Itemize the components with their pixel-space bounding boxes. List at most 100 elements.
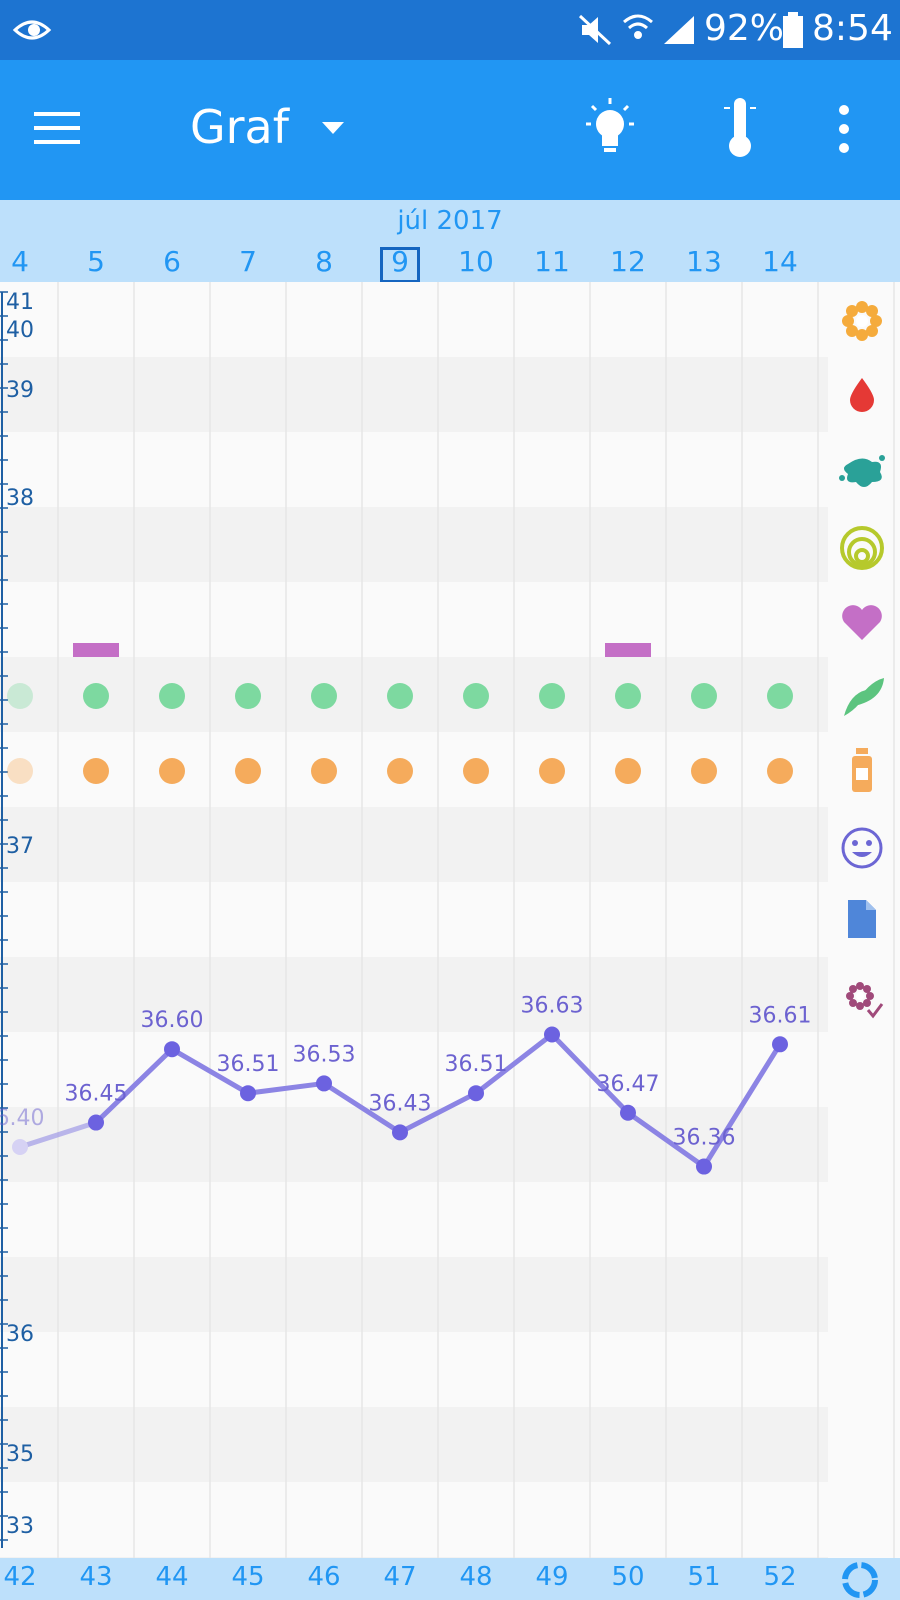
grid-band — [0, 582, 828, 657]
signal-icon — [664, 16, 694, 44]
orange-dot[interactable] — [311, 758, 337, 784]
orange-dot[interactable] — [387, 758, 413, 784]
grid-band — [0, 807, 828, 882]
grid-band — [0, 1182, 828, 1257]
leaf-icon[interactable] — [840, 674, 886, 718]
purple-bar-marker[interactable] — [73, 643, 119, 657]
sync-icon[interactable] — [840, 1560, 880, 1600]
drop-icon[interactable] — [848, 376, 876, 412]
month-label: júl 2017 — [397, 206, 503, 236]
temperature-point[interactable] — [392, 1124, 408, 1141]
flower-check-icon[interactable] — [844, 980, 884, 1020]
orange-dot[interactable] — [691, 758, 717, 784]
green-dot[interactable] — [387, 683, 413, 709]
splash-icon[interactable] — [838, 452, 886, 492]
today-marker — [380, 247, 420, 283]
temperature-value-label: 36.45 — [65, 1082, 128, 1107]
temperature-line-segment — [625, 1110, 707, 1170]
more-icon[interactable] — [834, 104, 854, 154]
orange-dot[interactable] — [7, 758, 33, 784]
thermometer-icon[interactable] — [718, 96, 762, 160]
green-dot[interactable] — [83, 683, 109, 709]
rings-icon[interactable] — [838, 524, 886, 572]
document-icon[interactable] — [846, 898, 878, 940]
day-label-12[interactable]: 12 — [610, 245, 646, 278]
grid-band — [0, 1107, 828, 1182]
green-dot[interactable] — [7, 683, 33, 709]
day-label-8[interactable]: 8 — [315, 245, 333, 278]
dropdown-arrow-icon[interactable] — [320, 120, 346, 136]
week-label-52: 52 — [763, 1562, 797, 1592]
day-label-13[interactable]: 13 — [686, 245, 722, 278]
temperature-value-label: 36.61 — [749, 1003, 812, 1028]
temperature-point[interactable] — [316, 1075, 332, 1092]
orange-dot[interactable] — [83, 758, 109, 784]
smiley-icon[interactable] — [840, 826, 884, 870]
day-label-11[interactable]: 11 — [534, 245, 570, 278]
week-label-48: 48 — [459, 1562, 493, 1592]
green-dot[interactable] — [767, 683, 793, 709]
date-header — [0, 200, 900, 282]
orange-dot[interactable] — [463, 758, 489, 784]
menu-icon[interactable] — [32, 108, 82, 148]
heart-icon[interactable] — [840, 602, 884, 642]
green-dot[interactable] — [159, 683, 185, 709]
bulb-icon[interactable] — [582, 96, 638, 160]
day-label-4[interactable]: 4 — [11, 245, 29, 278]
day-label-6[interactable]: 6 — [163, 245, 181, 278]
battery-percent: 92% — [704, 8, 785, 49]
temperature-point[interactable] — [88, 1114, 104, 1131]
temperature-point[interactable] — [468, 1085, 484, 1102]
green-dot[interactable] — [235, 683, 261, 709]
week-label-49: 49 — [535, 1562, 569, 1592]
y-label-41: 41 — [6, 290, 34, 315]
grid-band — [0, 882, 828, 957]
week-label-43: 43 — [79, 1562, 113, 1592]
y-label-37: 37 — [6, 834, 34, 859]
temperature-point[interactable] — [696, 1158, 712, 1175]
green-dot[interactable] — [463, 683, 489, 709]
grid-band — [0, 732, 828, 807]
temperature-line-segment — [397, 1090, 479, 1135]
temperature-value-label: 36.60 — [141, 1008, 204, 1033]
orange-dot[interactable] — [159, 758, 185, 784]
day-label-7[interactable]: 7 — [239, 245, 257, 278]
temperature-line-segment — [321, 1080, 403, 1135]
orange-dot[interactable] — [767, 758, 793, 784]
week-label-45: 45 — [231, 1562, 265, 1592]
temperature-point[interactable] — [620, 1104, 636, 1121]
flower-icon[interactable] — [840, 299, 884, 343]
day-label-14[interactable]: 14 — [762, 245, 798, 278]
temperature-point[interactable] — [772, 1036, 788, 1053]
day-label-9[interactable]: 9 — [391, 245, 409, 278]
view-title[interactable]: Graf — [190, 100, 289, 154]
temperature-value-label: 6.40 — [0, 1106, 44, 1131]
day-label-10[interactable]: 10 — [458, 245, 494, 278]
temperature-point[interactable] — [544, 1026, 560, 1043]
green-dot[interactable] — [539, 683, 565, 709]
temperature-line-segment — [701, 1041, 783, 1170]
green-dot[interactable] — [615, 683, 641, 709]
y-label-38: 38 — [6, 486, 34, 511]
orange-dot[interactable] — [235, 758, 261, 784]
day-label-5[interactable]: 5 — [87, 245, 105, 278]
week-label-47: 47 — [383, 1562, 417, 1592]
grid-band — [0, 507, 828, 582]
week-footer — [0, 1558, 900, 1600]
week-label-51: 51 — [687, 1562, 721, 1592]
green-dot[interactable] — [691, 683, 717, 709]
grid-band — [0, 282, 828, 357]
grid-band — [0, 1032, 828, 1107]
wifi-icon — [623, 14, 653, 39]
orange-dot[interactable] — [539, 758, 565, 784]
orange-dot[interactable] — [615, 758, 641, 784]
eye-icon — [12, 20, 52, 40]
temperature-point[interactable] — [240, 1085, 256, 1102]
bottle-icon[interactable] — [850, 748, 874, 792]
temperature-line-segment — [473, 1032, 555, 1096]
temperature-point[interactable] — [164, 1041, 180, 1058]
temperature-point[interactable] — [12, 1139, 28, 1155]
green-dot[interactable] — [311, 683, 337, 709]
purple-bar-marker[interactable] — [605, 643, 651, 657]
